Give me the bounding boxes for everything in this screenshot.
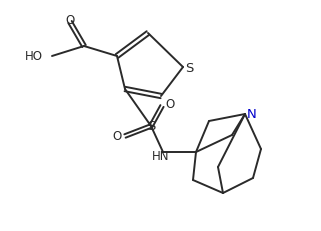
Text: HN: HN (152, 150, 170, 163)
Text: O: O (165, 98, 175, 111)
Text: O: O (65, 14, 74, 27)
Text: S: S (147, 120, 155, 133)
Text: O: O (112, 129, 122, 142)
Text: S: S (185, 61, 193, 74)
Text: HO: HO (25, 50, 43, 63)
Text: N: N (247, 108, 257, 121)
